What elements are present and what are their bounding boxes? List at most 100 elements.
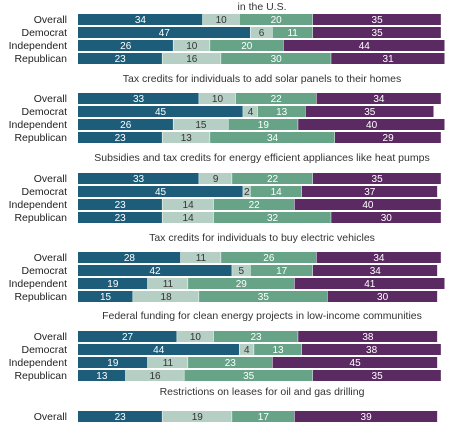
- bar-value-label: 20: [241, 41, 253, 52]
- bar-segment: [272, 357, 438, 368]
- bar-segment: [188, 357, 273, 368]
- bar-value-label: 33: [133, 94, 145, 105]
- bar-value-label: 26: [120, 41, 132, 52]
- bar-segment: [250, 265, 313, 276]
- bar-value-label: 13: [181, 133, 193, 144]
- bar-value-label: 15: [100, 292, 112, 303]
- bar-segment: [202, 14, 239, 25]
- bar-value-label: 35: [372, 28, 384, 39]
- bar-segment: [78, 291, 133, 302]
- bar-value-label: 14: [183, 213, 195, 224]
- bar-segment: [239, 14, 313, 25]
- bar-segment: [78, 186, 243, 197]
- bar-value-label: 38: [362, 332, 374, 343]
- bar-value-label: 23: [250, 332, 262, 343]
- bar-value-label: 40: [366, 120, 378, 131]
- bar-value-label: 29: [236, 279, 248, 290]
- bar-value-label: 16: [150, 371, 162, 382]
- bar-segment: [221, 53, 331, 64]
- bar-segment: [213, 331, 298, 342]
- bar-value-label: 11: [196, 253, 207, 264]
- bar-segment: [312, 265, 438, 276]
- bar-segment: [184, 370, 313, 381]
- bar-segment: [221, 252, 317, 263]
- bar-value-label: 27: [122, 332, 134, 343]
- bar-segment: [199, 173, 232, 184]
- bar-value-label: 13: [96, 371, 108, 382]
- bar-segment: [162, 53, 221, 64]
- row-label: Overall: [34, 411, 67, 423]
- bar-value-label: 19: [192, 412, 204, 423]
- bar-value-label: 45: [155, 187, 167, 198]
- bar-segment: [294, 199, 441, 210]
- bar-segment: [78, 411, 162, 422]
- group-title: Federal funding for clean energy project…: [102, 310, 422, 322]
- bar-value-label: 22: [267, 174, 279, 185]
- bar-segment: [312, 27, 441, 38]
- bar-segment: [283, 40, 445, 51]
- bar-value-label: 2: [244, 187, 250, 198]
- bar-segment: [210, 132, 335, 143]
- group-title: Restrictions on leases for oil and gas d…: [160, 386, 365, 398]
- bar-value-label: 37: [364, 187, 376, 198]
- row-label: Republican: [14, 53, 67, 65]
- bar-value-label: 35: [372, 174, 384, 185]
- bar-segment: [173, 40, 210, 51]
- bar-segment: [78, 265, 232, 276]
- bar-value-label: 39: [361, 412, 373, 423]
- bar-value-label: 10: [186, 41, 198, 52]
- bar-value-label: 40: [362, 200, 374, 211]
- bar-segment: [162, 199, 214, 210]
- bar-value-label: 32: [267, 213, 279, 224]
- bar-value-label: 26: [120, 120, 132, 131]
- bar-value-label: 10: [216, 15, 228, 26]
- row-label: Republican: [14, 291, 67, 303]
- bar-segment: [177, 331, 214, 342]
- bar-value-label: 34: [267, 133, 279, 144]
- row-label: Democrat: [21, 265, 67, 277]
- bar-segment: [213, 199, 295, 210]
- row-label: Republican: [14, 370, 67, 382]
- bar-segment: [78, 357, 148, 368]
- bar-value-label: 11: [163, 279, 174, 290]
- bar-value-label: 23: [115, 412, 127, 423]
- bar-value-label: 34: [135, 15, 147, 26]
- bar-value-label: 11: [287, 28, 298, 39]
- bar-value-label: 15: [195, 120, 207, 131]
- bar-segment: [228, 119, 298, 130]
- bar-segment: [147, 278, 188, 289]
- bar-value-label: 11: [163, 358, 174, 369]
- row-label: Independent: [9, 199, 67, 211]
- bar-segment: [294, 278, 445, 289]
- bar-value-label: 10: [212, 94, 224, 105]
- bar-value-label: 13: [272, 345, 284, 356]
- bar-segment: [312, 173, 441, 184]
- bar-segment: [232, 265, 250, 276]
- bar-segment: [294, 411, 438, 422]
- bar-value-label: 22: [271, 94, 283, 105]
- bar-value-label: 33: [133, 174, 145, 185]
- bar-segment: [162, 411, 232, 422]
- bar-segment: [301, 344, 441, 355]
- bar-value-label: 35: [243, 371, 255, 382]
- bar-value-label: 5: [239, 266, 245, 277]
- bar-value-label: 10: [190, 332, 202, 343]
- group-title: Subsidies and tax credits for energy eff…: [94, 152, 429, 164]
- bar-value-label: 6: [259, 28, 265, 39]
- bar-value-label: 45: [350, 358, 362, 369]
- bar-segment: [125, 370, 184, 381]
- bar-segment: [327, 291, 438, 302]
- bar-segment: [188, 278, 295, 289]
- row-label: Overall: [34, 252, 67, 264]
- bar-segment: [199, 93, 236, 104]
- bar-value-label: 47: [159, 28, 171, 39]
- bar-segment: [301, 186, 438, 197]
- bar-value-label: 34: [373, 253, 385, 264]
- bar-segment: [78, 370, 126, 381]
- row-label: Democrat: [21, 106, 67, 118]
- bar-segment: [272, 27, 313, 38]
- bar-value-label: 23: [115, 54, 127, 65]
- row-label: Republican: [14, 132, 67, 144]
- bar-segment: [162, 212, 214, 223]
